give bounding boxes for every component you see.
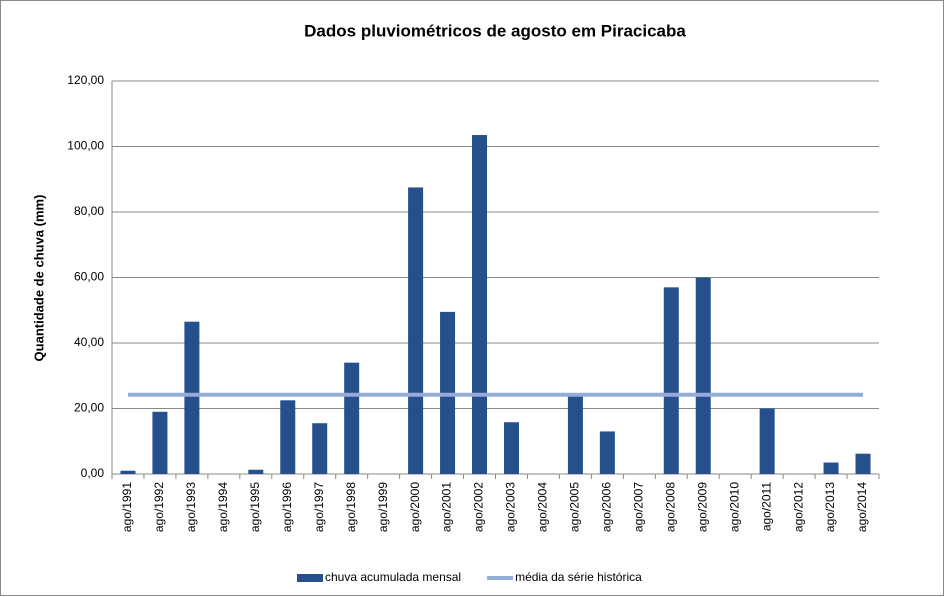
x-tick-label: ago/2001 xyxy=(440,482,454,532)
y-tick-label: 80,00 xyxy=(74,204,104,218)
x-tick-label: ago/2011 xyxy=(759,482,773,531)
x-tick-label: ago/2009 xyxy=(695,482,709,532)
bar xyxy=(663,287,679,474)
y-tick-label: 20,00 xyxy=(74,401,104,415)
x-tick-label: ago/2008 xyxy=(663,482,677,532)
x-tick-label: ago/2004 xyxy=(536,482,550,532)
x-tick-label: ago/1998 xyxy=(344,482,358,532)
y-axis-title: Quantidade de chuva (mm) xyxy=(31,195,46,362)
x-tick-label: ago/2003 xyxy=(504,482,518,532)
y-tick-label: 60,00 xyxy=(74,270,104,284)
y-tick-label: 100,00 xyxy=(67,139,104,153)
x-tick-label: ago/2013 xyxy=(823,482,837,532)
x-tick-label: ago/2005 xyxy=(568,482,582,532)
x-tick-label: ago/1991 xyxy=(120,482,134,532)
bar xyxy=(248,469,264,474)
x-tick-label: ago/1997 xyxy=(312,482,326,532)
bar xyxy=(567,393,583,474)
bar xyxy=(184,321,200,474)
x-tick-label: ago/1995 xyxy=(248,482,262,532)
x-tick-label: ago/2012 xyxy=(791,482,805,532)
legend-marker xyxy=(297,574,323,582)
bar xyxy=(759,408,775,474)
chart-title: Dados pluviométricos de agosto em Piraci… xyxy=(304,21,686,40)
bar xyxy=(599,431,615,474)
bar xyxy=(695,277,711,474)
bar xyxy=(503,422,519,474)
bar xyxy=(344,362,360,474)
bar xyxy=(408,187,424,474)
bar xyxy=(152,411,168,474)
x-tick-label: ago/2007 xyxy=(631,482,645,532)
y-tick-label: 120,00 xyxy=(67,73,104,87)
x-tick-label: ago/2002 xyxy=(472,482,486,532)
x-tick-label: ago/2006 xyxy=(600,482,614,532)
bar xyxy=(472,135,488,474)
bar xyxy=(120,470,136,474)
x-tick-label: ago/1992 xyxy=(152,482,166,532)
bar xyxy=(280,400,296,474)
x-tick-label: ago/1994 xyxy=(216,482,230,532)
x-tick-label: ago/2000 xyxy=(408,482,422,532)
bar xyxy=(855,453,871,474)
x-tick-label: ago/2010 xyxy=(727,482,741,532)
bar xyxy=(312,423,328,474)
x-tick-label: ago/1993 xyxy=(184,482,198,532)
y-tick-label: 0,00 xyxy=(81,466,105,480)
legend-label: chuva acumulada mensal xyxy=(325,570,461,584)
bar xyxy=(823,462,839,474)
x-tick-label: ago/2014 xyxy=(855,482,869,532)
y-tick-label: 40,00 xyxy=(74,335,104,349)
x-tick-label: ago/1999 xyxy=(376,482,390,532)
x-tick-label: ago/1996 xyxy=(280,482,294,532)
legend-label: média da série histórica xyxy=(515,570,642,584)
